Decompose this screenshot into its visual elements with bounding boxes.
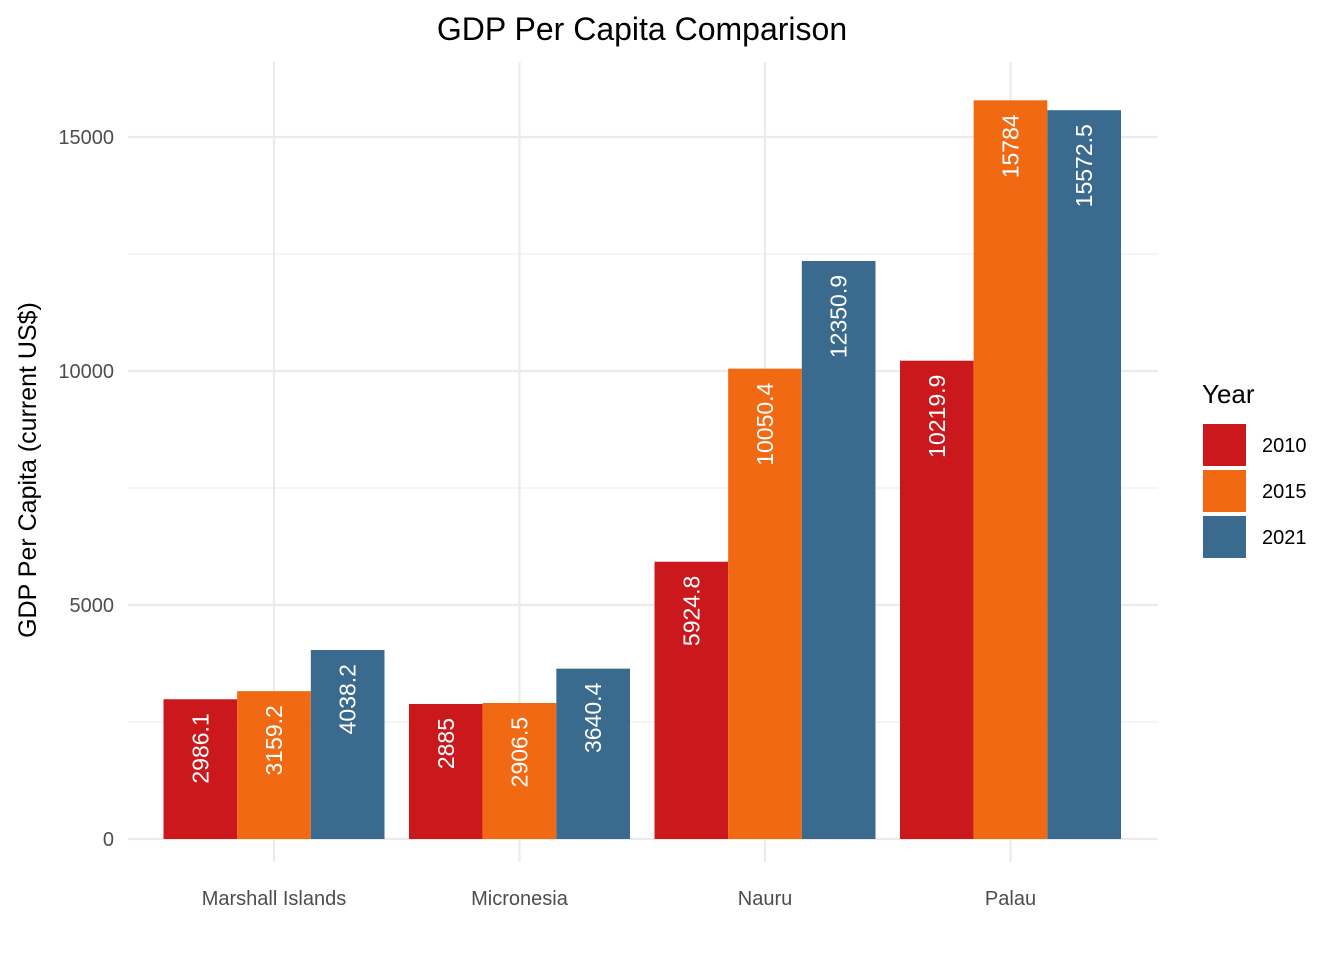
bar [654, 561, 729, 839]
y-tick-label: 10000 [58, 361, 114, 383]
bar [900, 360, 974, 839]
bar-value-label: 15784 [998, 114, 1024, 178]
legend-label: 2015 [1262, 481, 1307, 503]
bar [556, 668, 630, 839]
bar [482, 702, 557, 839]
bar-value-label: 2986.1 [187, 713, 213, 783]
bar-value-label: 10050.4 [752, 382, 778, 465]
axes: 0 5000 10000 15000 Marshall Islands Micronesi… [58, 127, 1036, 910]
legend-label: 2010 [1262, 435, 1307, 457]
x-tick-label: Micronesia [471, 888, 569, 910]
y-axis-title: GDP Per Capita (current US$) [14, 302, 42, 638]
bar-value-label: 4038.2 [335, 664, 361, 734]
legend-title: Year [1202, 379, 1255, 409]
bar-value-label: 10219.9 [924, 375, 950, 458]
legend-swatch [1203, 424, 1246, 466]
bar-value-label: 5924.8 [678, 576, 704, 646]
y-tick-label: 5000 [70, 595, 115, 617]
bar-value-label: 3159.2 [261, 705, 287, 775]
bars [163, 100, 1121, 840]
bar [310, 650, 385, 839]
bar-value-label: 12350.9 [826, 275, 852, 358]
bar-value-label: 2885 [433, 718, 459, 769]
y-tick-label: 15000 [58, 127, 114, 149]
bar [163, 699, 238, 839]
bar [237, 691, 311, 839]
bar-labels: 2986.1 2885 5924.8 10219.9 3159.2 2906.5 10050… [187, 114, 1097, 787]
chart-title: GDP Per Capita Comparison [437, 11, 847, 47]
legend: Year 2010 2015 2021 [1202, 379, 1307, 558]
legend-swatch [1203, 516, 1246, 558]
legend-swatch [1203, 470, 1246, 512]
bar [409, 703, 483, 839]
x-tick-label: Nauru [738, 888, 792, 910]
bar-value-label: 15572.5 [1071, 124, 1097, 207]
x-tick-label: Marshall Islands [202, 888, 347, 910]
legend-label: 2021 [1262, 527, 1307, 549]
bar [1047, 110, 1121, 839]
bar-value-label: 2906.5 [507, 717, 533, 787]
bar [728, 368, 802, 839]
bar [801, 260, 876, 839]
y-tick-label: 0 [103, 829, 114, 851]
bar [973, 100, 1048, 840]
x-tick-label: Palau [985, 888, 1036, 910]
bar-value-label: 3640.4 [580, 682, 606, 753]
